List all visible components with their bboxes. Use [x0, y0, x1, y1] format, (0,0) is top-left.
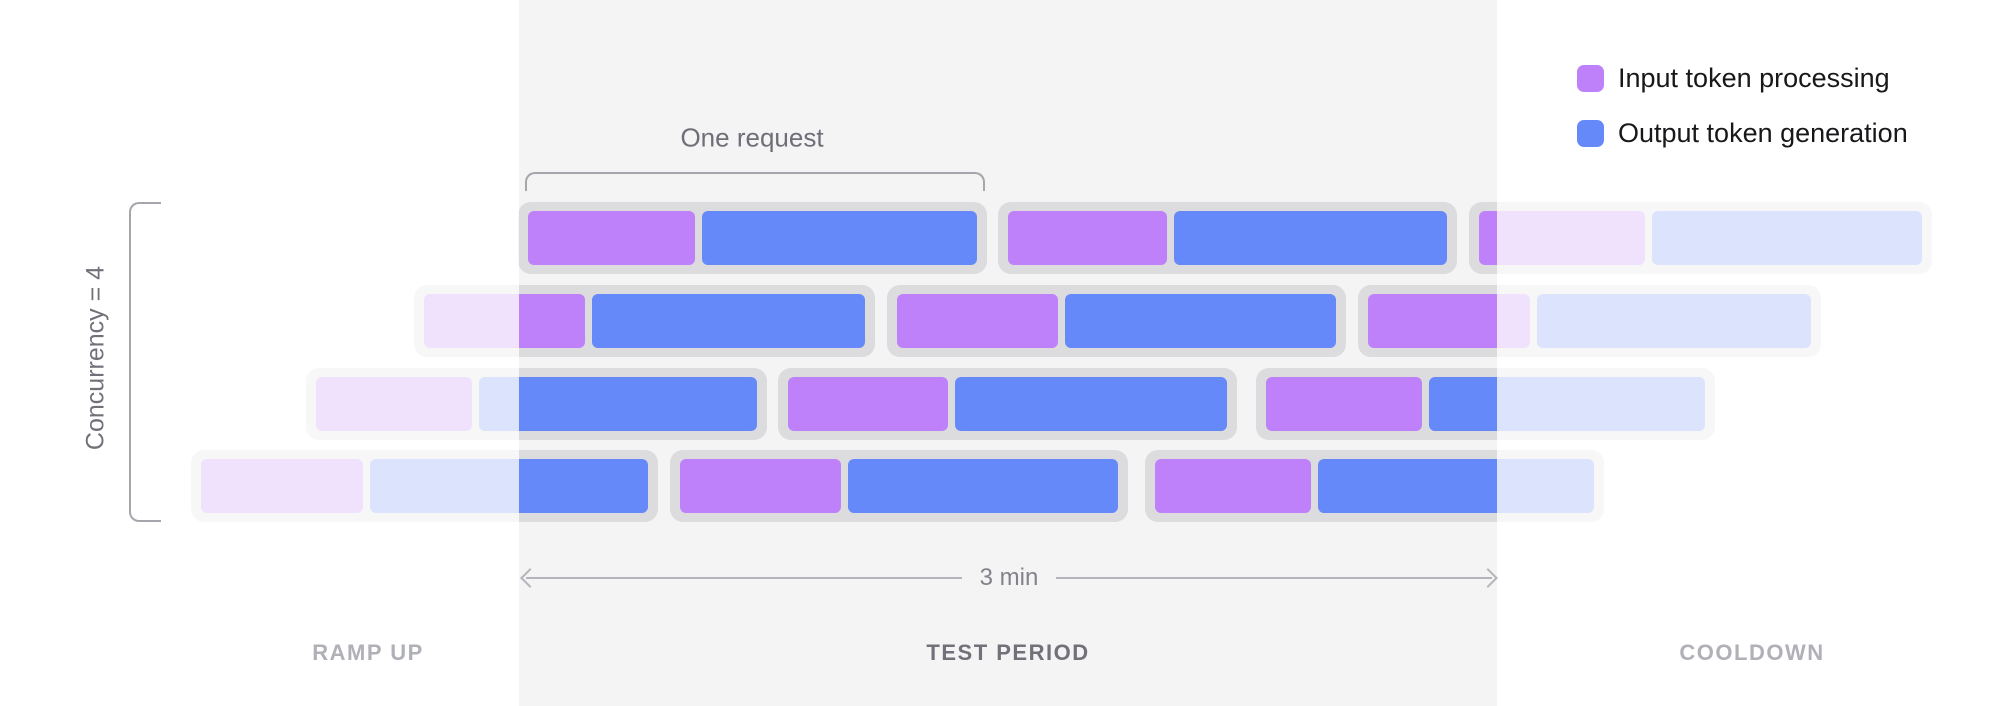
arrow-line-right: [1056, 576, 1492, 580]
legend-label-output: Output token generation: [1618, 118, 1908, 148]
concurrency-label: Concurrency = 4: [81, 265, 110, 451]
output-segment: [1537, 294, 1811, 348]
one-request-label: One request: [680, 122, 824, 153]
input-segment: [1479, 211, 1645, 265]
request-pill: [998, 202, 1457, 274]
phase-label-ramp-up: RAMP UP: [312, 640, 424, 665]
output-segment: [1065, 294, 1336, 348]
input-segment: [897, 294, 1058, 348]
duration-label: 3 min: [979, 564, 1039, 591]
output-segment: [1652, 211, 1922, 265]
input-segment: [1008, 211, 1167, 265]
arrow-left-head-icon: [520, 568, 540, 588]
request-pill: [1469, 202, 1932, 274]
output-segment: [702, 211, 977, 265]
request-pill: [1358, 285, 1821, 357]
legend-item-output: Output token generation: [1577, 118, 1908, 148]
output-segment: [955, 377, 1227, 431]
input-token-swatch-icon: [1577, 65, 1604, 92]
request-pill: [887, 285, 1346, 357]
phase-label-test-period: TEST PERIOD: [926, 640, 1090, 665]
request-pill: [670, 450, 1128, 522]
request-pill: [518, 202, 987, 274]
arrow-right-head-icon: [1478, 568, 1498, 588]
input-segment: [201, 459, 363, 513]
output-token-swatch-icon: [1577, 120, 1604, 147]
arrow-line-left: [526, 576, 962, 580]
duration-arrow: 3 min: [520, 564, 1498, 591]
output-segment: [848, 459, 1118, 513]
input-segment: [788, 377, 948, 431]
input-segment: [528, 211, 695, 265]
input-segment: [680, 459, 841, 513]
input-segment: [1266, 377, 1422, 431]
input-segment: [316, 377, 472, 431]
output-segment: [1174, 211, 1447, 265]
one-request-bracket: [525, 172, 985, 191]
phase-label-cooldown: COOLDOWN: [1679, 640, 1825, 665]
legend-label-input: Input token processing: [1618, 63, 1890, 93]
output-segment: [479, 377, 757, 431]
request-pill: [778, 368, 1237, 440]
legend-item-input: Input token processing: [1577, 63, 1890, 93]
output-segment: [592, 294, 865, 348]
input-segment: [1155, 459, 1311, 513]
concurrency-bracket: [129, 202, 161, 522]
